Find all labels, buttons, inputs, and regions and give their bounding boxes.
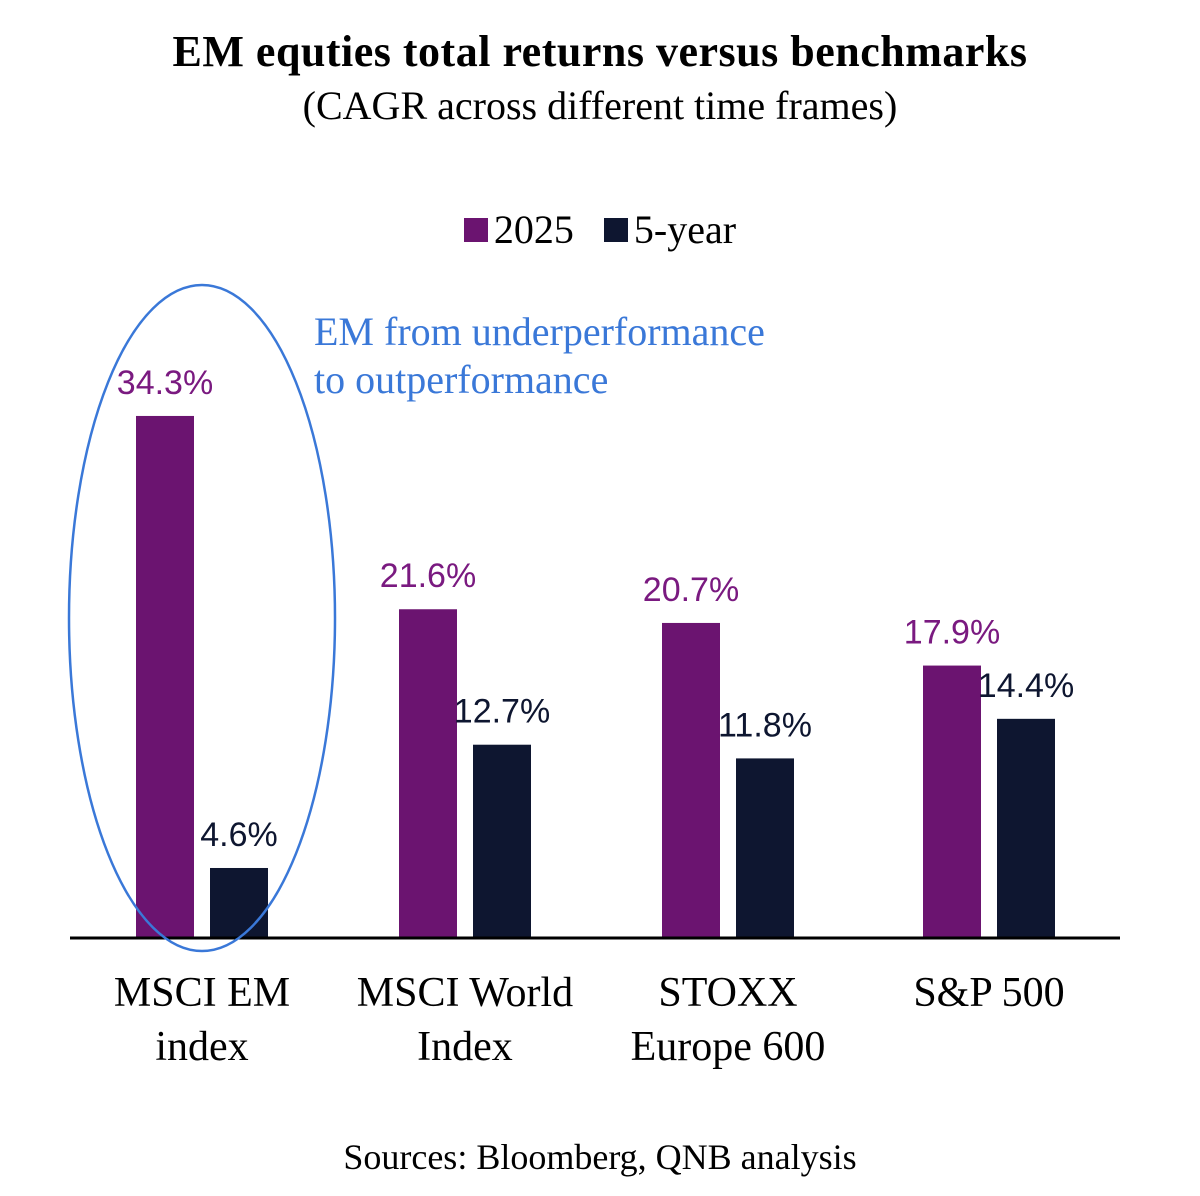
legend-label-5-year: 5-year — [633, 207, 737, 252]
value-label-5-year-msci-em-index: 4.6% — [200, 816, 278, 854]
legend-label-2025: 2025 — [493, 207, 574, 252]
legend-swatch-2025 — [463, 217, 488, 242]
legend-item-5-year: 5-year — [603, 206, 737, 253]
chart-legend: 2025 5-year — [0, 206, 1200, 253]
category-label-stoxx-europe-600-line-2: Europe 600 — [631, 1024, 826, 1070]
annotation-line-1: EM from underperformance — [314, 309, 765, 354]
category-label-stoxx-europe-600-line-1: STOXX — [658, 970, 797, 1016]
value-label-5-year-sandp-500: 14.4% — [978, 667, 1074, 705]
value-label-5-year-msci-world-index: 12.7% — [454, 693, 550, 731]
bar-5-year-stoxx-europe-600 — [736, 758, 794, 938]
highlight-ellipse — [67, 283, 337, 953]
category-label-msci-world-index-line-2: Index — [417, 1024, 513, 1070]
legend-item-2025: 2025 — [463, 206, 574, 253]
category-label-msci-em-index-line-1: MSCI EM — [114, 970, 290, 1016]
bar-2025-msci-em-index — [136, 415, 194, 939]
value-label-2025-msci-world-index: 21.6% — [380, 557, 476, 595]
legend-swatch-5-year — [603, 217, 628, 242]
category-label-sandp-500-line-1: S&P 500 — [913, 970, 1064, 1016]
value-label-2025-stoxx-europe-600: 20.7% — [643, 571, 739, 609]
chart-title: EM equties total returns versus benchmar… — [172, 27, 1028, 76]
bar-2025-stoxx-europe-600 — [662, 622, 720, 938]
chart-subtitle: (CAGR across different time frames) — [302, 83, 898, 128]
bar-2025-sandp-500 — [923, 665, 981, 938]
value-label-2025-msci-em-index: 34.3% — [117, 364, 213, 402]
bar-5-year-msci-em-index — [210, 867, 268, 938]
annotation-line-2: to outperformance — [314, 357, 609, 402]
chart-source: Sources: Bloomberg, QNB analysis — [343, 1137, 857, 1177]
category-label-msci-em-index-line-2: index — [155, 1024, 248, 1070]
bar-5-year-msci-world-index — [473, 744, 531, 938]
bar-5-year-sandp-500 — [997, 718, 1055, 938]
chart-annotation: EM from underperformance to outperforman… — [314, 308, 765, 404]
category-label-msci-world-index-line-1: MSCI World — [357, 970, 573, 1016]
value-label-5-year-stoxx-europe-600: 11.8% — [718, 706, 812, 744]
bar-2025-msci-world-index — [399, 609, 457, 938]
value-label-2025-sandp-500: 17.9% — [904, 614, 1000, 652]
